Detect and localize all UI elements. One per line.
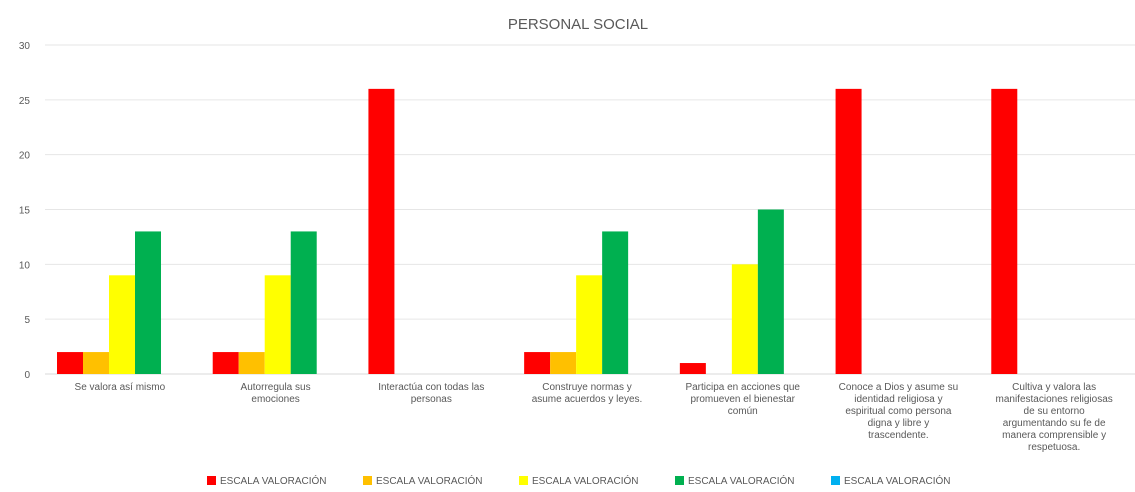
bar [83,352,109,374]
legend-swatch [831,476,840,485]
x-category-label: Autorregula sus emociones [241,382,311,405]
x-category-label-line: Construye normas y [542,382,631,393]
chart-title: PERSONAL SOCIAL [508,16,648,33]
y-tick-label: 15 [19,206,31,217]
x-category-label-line: Participa en acciones que [685,382,800,393]
bar [264,275,291,374]
x-category-label-line: Interactúa con todas las [378,382,484,393]
x-category-label: Construye normas y asume acuerdos y leyes… [532,382,643,405]
legend-label: ESCALA VALORACIÓN [688,474,795,487]
x-category-label-line: Se valora así mismo [75,382,166,393]
bar [290,231,317,374]
x-category-label-line: espiritual como persona [845,406,952,417]
x-category-label-line: de su entorno [1024,406,1086,417]
x-category-label: Cultiva y valora las manifestaciones reli… [996,382,1113,453]
bar [731,264,758,374]
x-category-label-line: Conoce a Dios y asume su [839,382,959,393]
x-category-label: Participa en acciones que promueven el bi… [685,382,800,417]
x-category-label-line: manifestaciones religiosas [996,394,1113,405]
x-category-label-line: Cultiva y valora las [1012,382,1096,393]
legend-swatch [675,476,684,485]
legend-swatch [363,476,372,485]
bars [57,88,1018,374]
gridlines [45,44,1135,375]
x-category-label-line: promueven el bienestar [690,394,795,405]
x-axis-category-labels: Se valora así mismo Autorregula sus emocio… [75,382,1113,453]
legend-swatch [519,476,528,485]
bar [835,88,862,374]
legend-label: ESCALA VALORACIÓN [220,474,327,487]
x-category-label-line: trascendente. [868,430,929,441]
x-category-label-line: común [728,406,758,417]
bar [524,352,551,374]
bar [57,352,83,374]
x-category-label: Interactúa con todas las personas [378,382,484,405]
bar [212,352,239,374]
x-category-label-line: respetuosa. [1028,442,1080,453]
bar [368,88,395,374]
x-category-label-line: identidad religiosa y [854,394,942,405]
y-tick-label: 20 [19,151,31,162]
bar [135,231,161,374]
y-tick-label: 5 [24,315,30,326]
legend-label: ESCALA VALORACIÓN [844,474,951,487]
x-category-label-line: Autorregula sus [241,382,311,393]
y-tick-label: 0 [24,370,30,381]
y-axis-tick-labels: 0 5 10 15 20 25 30 [19,41,31,381]
x-category-label-line: asume acuerdos y leyes. [532,394,643,405]
bar [602,231,629,374]
legend-label: ESCALA VALORACIÓN [532,474,639,487]
x-category-label-line: personas [411,394,452,405]
legend: ESCALA VALORACIÓN ESCALA VALORACIÓN ESCALA… [207,474,951,487]
bar [576,275,603,374]
bar [679,363,706,374]
y-tick-label: 25 [19,96,31,107]
bar [550,352,577,374]
x-category-label-line: manera comprensible y [1002,430,1106,441]
y-tick-label: 10 [19,260,31,271]
bar [109,275,135,374]
legend-label: ESCALA VALORACIÓN [376,474,483,487]
bar [757,209,784,374]
y-tick-label: 30 [19,41,31,52]
x-category-label: Conoce a Dios y asume su identidad religi… [839,382,959,441]
bar [991,88,1018,374]
x-category-label-line: argumentando su fe de [1003,418,1106,429]
x-category-label-line: digna y libre y [868,418,930,429]
x-category-label: Se valora así mismo [75,382,166,393]
legend-swatch [207,476,216,485]
bar [238,352,265,374]
x-category-label-line: emociones [251,394,299,405]
